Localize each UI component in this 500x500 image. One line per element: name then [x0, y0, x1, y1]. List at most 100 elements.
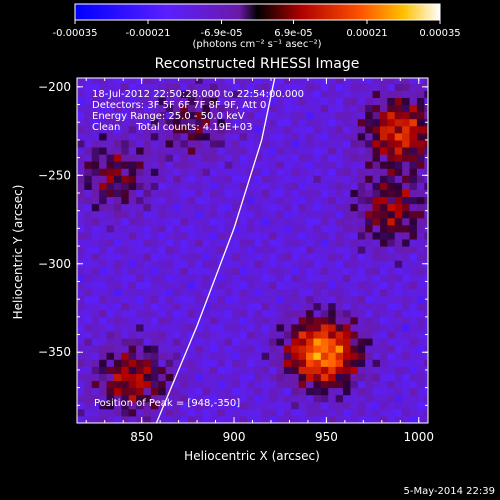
heatmap-cell — [261, 288, 270, 297]
heatmap-cell — [372, 401, 381, 410]
heatmap-cell — [276, 154, 285, 162]
heatmap-cell — [306, 302, 314, 311]
heatmap-cell — [136, 253, 145, 261]
heatmap-cell — [106, 408, 115, 417]
heatmap-cell — [402, 239, 411, 247]
heatmap-cell — [424, 288, 428, 297]
heatmap-cell — [113, 366, 122, 374]
heatmap-cell — [276, 132, 285, 141]
heatmap-cell — [202, 210, 211, 219]
heatmap-cell — [128, 408, 137, 417]
x-tick-label: 850 — [130, 430, 153, 444]
heatmap-cell — [224, 210, 233, 219]
heatmap-cell — [372, 394, 381, 403]
heatmap-cell — [136, 231, 145, 240]
heatmap-cell — [121, 267, 130, 275]
heatmap-cell — [306, 415, 314, 423]
heatmap-cell — [128, 323, 137, 332]
heatmap-cell — [136, 147, 145, 155]
heatmap-cell — [320, 309, 329, 318]
heatmap-cell — [254, 154, 263, 162]
heatmap-cell — [283, 302, 292, 311]
heatmap-cell — [128, 147, 137, 155]
heatmap-cell — [246, 274, 255, 282]
heatmap-cell — [150, 281, 159, 290]
heatmap-cell — [128, 387, 137, 396]
heatmap-cell — [328, 139, 337, 148]
heatmap-cell — [150, 111, 159, 120]
heatmap-cell — [379, 196, 388, 205]
heatmap-cell — [246, 118, 255, 127]
heatmap-cell — [254, 139, 263, 148]
heatmap-cell — [409, 154, 418, 162]
heatmap-cell — [298, 274, 307, 282]
heatmap-cell — [150, 154, 159, 162]
heatmap-cell — [328, 267, 337, 275]
heatmap-cell — [402, 380, 411, 389]
heatmap-cell — [283, 373, 292, 382]
heatmap-cell — [224, 401, 233, 410]
heatmap-cell — [254, 104, 263, 113]
heatmap-cell — [121, 175, 130, 183]
heatmap-cell — [402, 189, 411, 198]
heatmap-cell — [217, 309, 226, 318]
heatmap-cell — [173, 295, 181, 304]
heatmap-cell — [195, 125, 204, 134]
heatmap-cell — [150, 97, 159, 106]
heatmap-cell — [136, 316, 145, 325]
heatmap-cell — [121, 380, 130, 389]
heatmap-cell — [409, 90, 418, 98]
heatmap-cell — [232, 387, 241, 396]
heatmap-cell — [143, 260, 152, 268]
heatmap-cell — [372, 224, 381, 233]
heatmap-cell — [143, 90, 152, 98]
heatmap-cell — [335, 338, 344, 346]
heatmap-cell — [224, 331, 233, 339]
heatmap-cell — [187, 111, 196, 120]
heatmap-cell — [84, 415, 93, 423]
heatmap-cell — [239, 331, 248, 339]
heatmap-cell — [239, 210, 248, 219]
heatmap-cell — [402, 267, 411, 275]
heatmap-cell — [77, 182, 85, 190]
heatmap-cell — [246, 260, 255, 268]
heatmap-cell — [394, 231, 403, 240]
heatmap-cell — [261, 359, 270, 367]
heatmap-cell — [143, 380, 152, 389]
heatmap-cell — [84, 90, 93, 98]
heatmap-cell — [394, 161, 403, 169]
heatmap-cell — [84, 104, 93, 113]
heatmap-cell — [269, 224, 278, 233]
heatmap-cell — [283, 196, 292, 205]
heatmap-cell — [261, 132, 270, 141]
heatmap-cell — [343, 196, 351, 205]
heatmap-cell — [394, 267, 403, 275]
heatmap-cell — [261, 78, 270, 84]
heatmap-cell — [350, 139, 359, 148]
heatmap-cell — [143, 323, 152, 332]
heatmap-cell — [143, 168, 152, 176]
heatmap-cell — [202, 246, 211, 254]
heatmap-cell — [165, 394, 174, 403]
heatmap-cell — [372, 118, 381, 127]
heatmap-cell — [387, 274, 396, 282]
heatmap-cell — [276, 345, 285, 353]
heatmap-cell — [291, 253, 300, 261]
heatmap-cell — [328, 323, 337, 332]
heatmap-cell — [409, 132, 418, 141]
heatmap-cell — [239, 380, 248, 389]
heatmap-cell — [357, 182, 366, 190]
heatmap-cell — [239, 90, 248, 98]
heatmap-cell — [365, 90, 374, 98]
heatmap-cell — [232, 415, 241, 423]
heatmap-cell — [202, 78, 211, 84]
heatmap-cell — [276, 302, 285, 311]
heatmap-cell — [224, 246, 233, 254]
heatmap-cell — [343, 309, 351, 318]
heatmap-cell — [113, 175, 122, 183]
heatmap-cell — [424, 415, 428, 423]
heatmap-cell — [402, 182, 411, 190]
heatmap-cell — [143, 97, 152, 106]
heatmap-cell — [365, 295, 374, 304]
